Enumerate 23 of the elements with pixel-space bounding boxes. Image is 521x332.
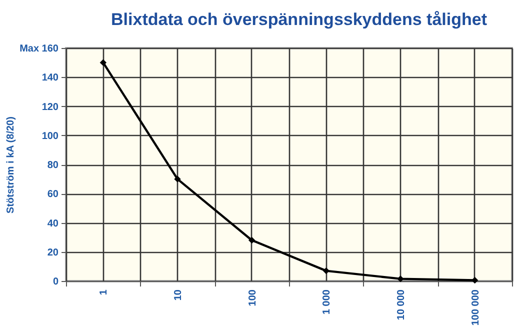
x-tick-label: 10 000 (396, 289, 407, 320)
y-tick-label: 0 (52, 276, 59, 288)
x-tick-label: 100 (247, 289, 258, 306)
y-tick-label: 120 (42, 102, 59, 113)
x-tick-label: 10 (173, 289, 184, 301)
y-tick-label: 100 (42, 130, 59, 142)
y-tick-label: 40 (47, 218, 59, 230)
point (471, 276, 478, 284)
point (322, 267, 330, 274)
y-tick-label: 20 (47, 247, 59, 258)
y-axis-title: Stötström i kA (8/20) (6, 116, 17, 214)
y-tick-label: 80 (47, 160, 59, 171)
y-tick-label: 140 (42, 72, 59, 84)
x-tick-label: 100 000 (470, 289, 482, 326)
x-tick-label: 1 (98, 289, 110, 296)
point (397, 275, 404, 282)
y-tick-label: Max 160 (20, 44, 59, 54)
point (174, 176, 181, 182)
point (100, 59, 107, 66)
x-tick-label: 1 000 (322, 289, 333, 315)
chart-title: Blixtdata och överspänningsskyddens tålighet (111, 10, 488, 29)
y-tick-label: 60 (47, 189, 59, 200)
point (248, 236, 256, 244)
